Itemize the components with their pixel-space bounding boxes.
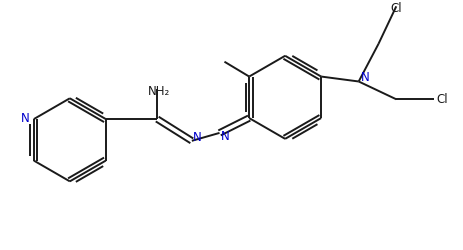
Text: N: N [21, 112, 30, 124]
Text: N: N [360, 72, 369, 85]
Text: NH₂: NH₂ [148, 86, 170, 98]
Text: Cl: Cl [436, 93, 447, 106]
Text: Cl: Cl [390, 2, 401, 16]
Text: N: N [193, 131, 201, 144]
Text: N: N [220, 130, 229, 143]
